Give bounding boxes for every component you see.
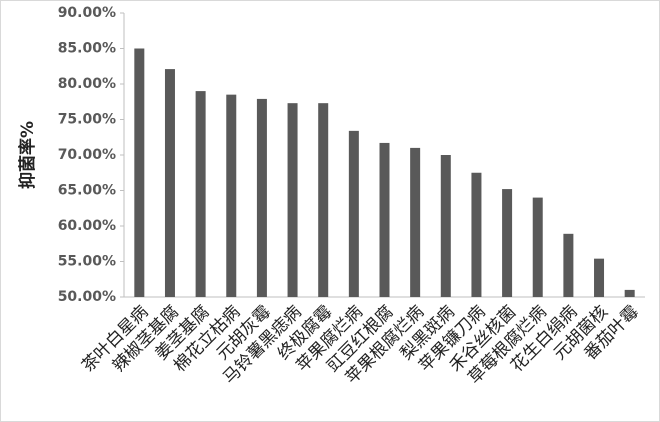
y-tick-label: 80.00% bbox=[58, 76, 116, 92]
bar bbox=[256, 98, 267, 297]
y-tick-label: 85.00% bbox=[58, 41, 116, 57]
bar bbox=[379, 142, 390, 297]
bar bbox=[134, 48, 145, 297]
bar bbox=[532, 197, 543, 297]
bar bbox=[440, 155, 451, 297]
y-tick-label: 65.00% bbox=[58, 183, 116, 199]
y-tick-label: 90.00% bbox=[58, 5, 116, 21]
bar bbox=[594, 258, 605, 297]
y-tick-label: 60.00% bbox=[58, 218, 116, 234]
y-tick-label: 55.00% bbox=[58, 254, 116, 270]
bar bbox=[348, 130, 359, 297]
y-tick-label: 75.00% bbox=[58, 112, 116, 128]
bar bbox=[502, 189, 513, 297]
bar bbox=[410, 147, 421, 297]
bar bbox=[164, 69, 175, 297]
bar bbox=[563, 233, 574, 297]
bar bbox=[318, 103, 329, 297]
y-axis-label: 抑菌率% bbox=[17, 121, 38, 189]
y-tick-label: 70.00% bbox=[58, 147, 116, 163]
bar bbox=[624, 289, 635, 297]
y-tick-label: 50.00% bbox=[58, 289, 116, 305]
bar bbox=[226, 94, 237, 298]
bar bbox=[471, 172, 482, 297]
bar bbox=[195, 91, 206, 297]
bar bbox=[287, 103, 298, 297]
